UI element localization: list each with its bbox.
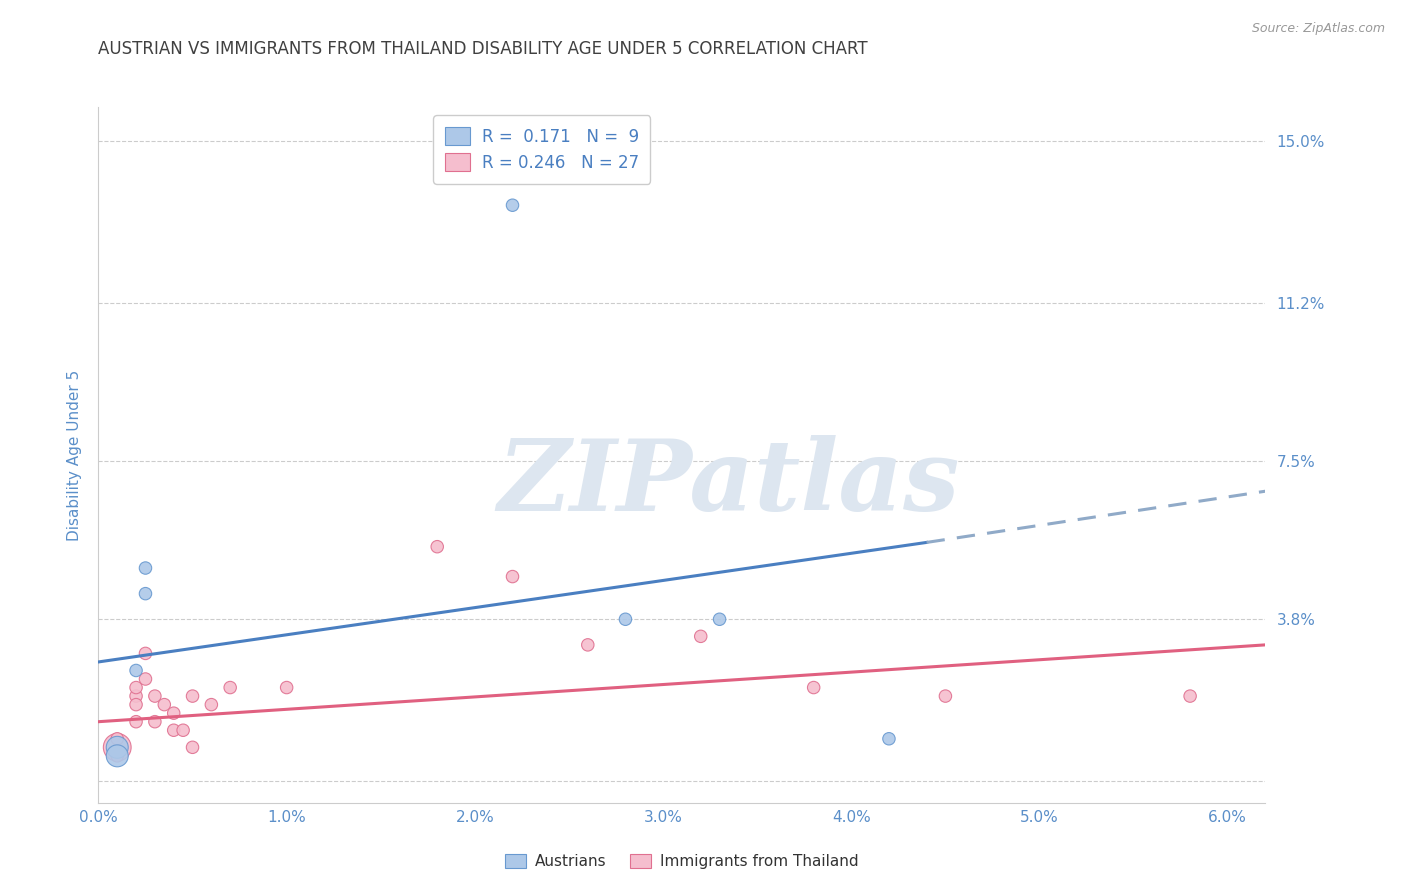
- Point: [1178, 689, 1201, 703]
- Point: [614, 612, 637, 626]
- Point: [134, 561, 156, 575]
- Point: [181, 689, 204, 703]
- Point: [219, 681, 242, 695]
- Point: [502, 198, 524, 212]
- Point: [105, 748, 128, 763]
- Point: [153, 698, 176, 712]
- Point: [689, 629, 711, 643]
- Point: [143, 689, 166, 703]
- Point: [105, 740, 128, 755]
- Point: [134, 672, 156, 686]
- Point: [163, 723, 186, 738]
- Point: [426, 540, 449, 554]
- Point: [276, 681, 298, 695]
- Point: [576, 638, 599, 652]
- Point: [125, 689, 148, 703]
- Legend: Austrians, Immigrants from Thailand: Austrians, Immigrants from Thailand: [499, 847, 865, 875]
- Point: [709, 612, 731, 626]
- Point: [105, 740, 128, 755]
- Text: Source: ZipAtlas.com: Source: ZipAtlas.com: [1251, 22, 1385, 36]
- Point: [105, 731, 128, 746]
- Point: [502, 569, 524, 583]
- Y-axis label: Disability Age Under 5: Disability Age Under 5: [67, 369, 83, 541]
- Point: [105, 748, 128, 763]
- Point: [134, 647, 156, 661]
- Text: AUSTRIAN VS IMMIGRANTS FROM THAILAND DISABILITY AGE UNDER 5 CORRELATION CHART: AUSTRIAN VS IMMIGRANTS FROM THAILAND DIS…: [98, 40, 868, 58]
- Point: [172, 723, 194, 738]
- Point: [934, 689, 956, 703]
- Point: [181, 740, 204, 755]
- Point: [125, 714, 148, 729]
- Point: [803, 681, 825, 695]
- Point: [877, 731, 900, 746]
- Text: ZIPatlas: ZIPatlas: [498, 434, 960, 531]
- Point: [163, 706, 186, 721]
- Point: [125, 664, 148, 678]
- Point: [125, 698, 148, 712]
- Point: [200, 698, 222, 712]
- Point: [125, 681, 148, 695]
- Point: [143, 714, 166, 729]
- Point: [134, 587, 156, 601]
